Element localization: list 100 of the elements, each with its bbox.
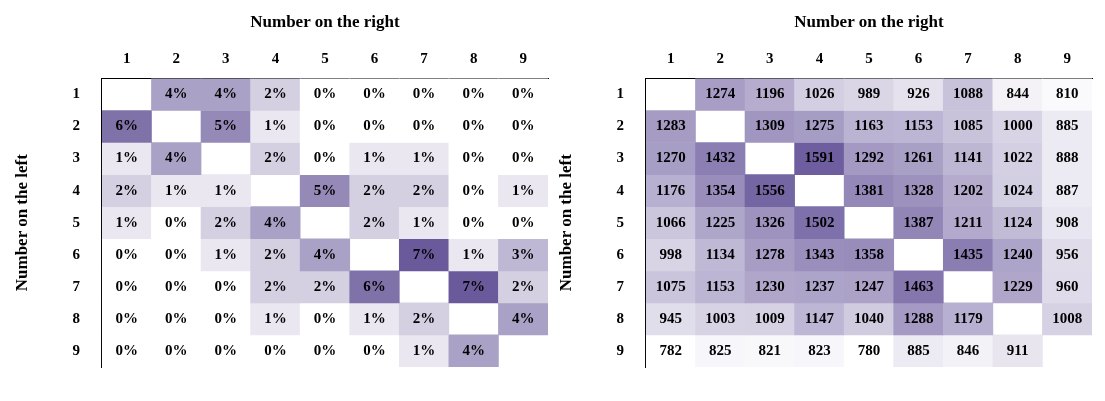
y-tick-label: 5: [616, 213, 624, 230]
y-tick-label: 3: [616, 149, 624, 166]
data-label: 782: [659, 341, 682, 358]
data-label: 2%: [412, 309, 436, 326]
data-label: 1229: [1002, 277, 1033, 294]
data-label: 1%: [363, 149, 386, 166]
data-label: 2%: [363, 213, 386, 230]
data-label: 0%: [115, 309, 138, 326]
data-label: 960: [1055, 277, 1079, 294]
data-label: 945: [659, 309, 682, 326]
data-label: 2%: [412, 181, 436, 198]
data-label: 0%: [115, 277, 138, 294]
data-label: 1%: [264, 117, 287, 134]
data-label: 0%: [313, 341, 337, 358]
data-label: 0%: [511, 213, 535, 230]
data-label: 821: [758, 341, 782, 358]
data-label: 1463: [903, 277, 934, 294]
data-label: 4%: [313, 245, 337, 262]
y-tick-label: 6: [72, 245, 81, 262]
data-label: 1240: [1002, 245, 1033, 262]
x-tick-label: 3: [766, 50, 774, 67]
data-label: 6%: [363, 277, 386, 294]
data-label: 1328: [903, 181, 934, 198]
data-label: 7%: [412, 245, 436, 262]
data-label: 1202: [953, 181, 984, 198]
data-label: 0%: [511, 117, 535, 134]
data-label: 0%: [363, 341, 386, 358]
data-label: 0%: [214, 309, 238, 326]
data-label: 1270: [655, 149, 686, 166]
y-tick-label: 7: [616, 277, 625, 294]
data-label: 1147: [804, 309, 835, 326]
data-label: 2%: [264, 245, 287, 262]
data-label: 1275: [804, 117, 835, 134]
data-label: 1%: [412, 149, 436, 166]
x-tick-label: 7: [420, 50, 429, 67]
y-tick-label: 1: [72, 85, 80, 102]
data-label: 1134: [705, 245, 736, 262]
data-label: 5%: [214, 117, 238, 134]
data-label: 911: [1006, 341, 1029, 358]
data-label: 846: [956, 341, 980, 358]
data-label: 4%: [165, 149, 188, 166]
data-label: 998: [659, 245, 682, 262]
data-label: 823: [808, 341, 831, 358]
data-label: 1556: [754, 181, 786, 198]
data-label: 4%: [462, 341, 485, 358]
data-label: 926: [907, 85, 931, 102]
data-label: 1309: [754, 117, 785, 134]
data-label: 1237: [804, 277, 835, 294]
data-label: 0%: [115, 341, 138, 358]
data-label: 2%: [264, 85, 287, 102]
data-label: 0%: [165, 309, 188, 326]
data-label: 0%: [462, 117, 485, 134]
data-label: 0%: [412, 85, 436, 102]
data-label: 1%: [462, 245, 485, 262]
data-label: 5%: [313, 181, 337, 198]
data-label: 0%: [462, 181, 485, 198]
data-label: 1009: [754, 309, 785, 326]
data-label: 1066: [655, 213, 687, 230]
data-label: 1075: [655, 277, 686, 294]
x-tick-label: 9: [519, 50, 527, 67]
data-label: 0%: [363, 117, 386, 134]
data-label: 989: [857, 85, 881, 102]
data-label: 0%: [165, 245, 188, 262]
data-label: 1435: [953, 245, 984, 262]
data-label: 1591: [804, 149, 835, 166]
data-label: 1354: [705, 181, 736, 198]
data-label: 1292: [853, 149, 884, 166]
data-label: 4%: [165, 85, 188, 102]
data-label: 1040: [853, 309, 884, 326]
data-label: 885: [1055, 117, 1079, 134]
x-tick-label: 1: [666, 50, 675, 67]
data-label: 0%: [363, 85, 386, 102]
data-label: 2%: [363, 181, 386, 198]
data-label: 844: [1006, 85, 1030, 102]
data-label: 0%: [412, 117, 436, 134]
data-label: 885: [907, 341, 930, 358]
y-axis-title: Number on the left: [11, 153, 31, 292]
data-label: 4%: [214, 85, 238, 102]
data-label: 1326: [754, 213, 786, 230]
data-label: 956: [1055, 245, 1079, 262]
data-label: 0%: [264, 341, 287, 358]
data-label: 2%: [264, 277, 287, 294]
data-label: 1211: [953, 213, 983, 230]
x-tick-label: 6: [914, 50, 923, 67]
data-label: 1283: [655, 117, 686, 134]
data-label: 1%: [165, 181, 188, 198]
data-label: 1%: [214, 245, 238, 262]
x-tick-label: 1: [122, 50, 131, 67]
data-label: 1003: [705, 309, 736, 326]
x-tick-label: 4: [815, 50, 824, 67]
data-label: 2%: [313, 277, 337, 294]
y-tick-label: 5: [72, 213, 80, 230]
data-label: 1%: [264, 309, 287, 326]
x-axis-title: Number on the right: [794, 11, 944, 31]
data-label: 1022: [1002, 149, 1033, 166]
data-label: 1278: [754, 245, 785, 262]
x-tick-label: 5: [865, 50, 873, 67]
data-label: 2%: [214, 213, 238, 230]
data-label: 0%: [511, 149, 535, 166]
data-label: 1%: [214, 181, 238, 198]
